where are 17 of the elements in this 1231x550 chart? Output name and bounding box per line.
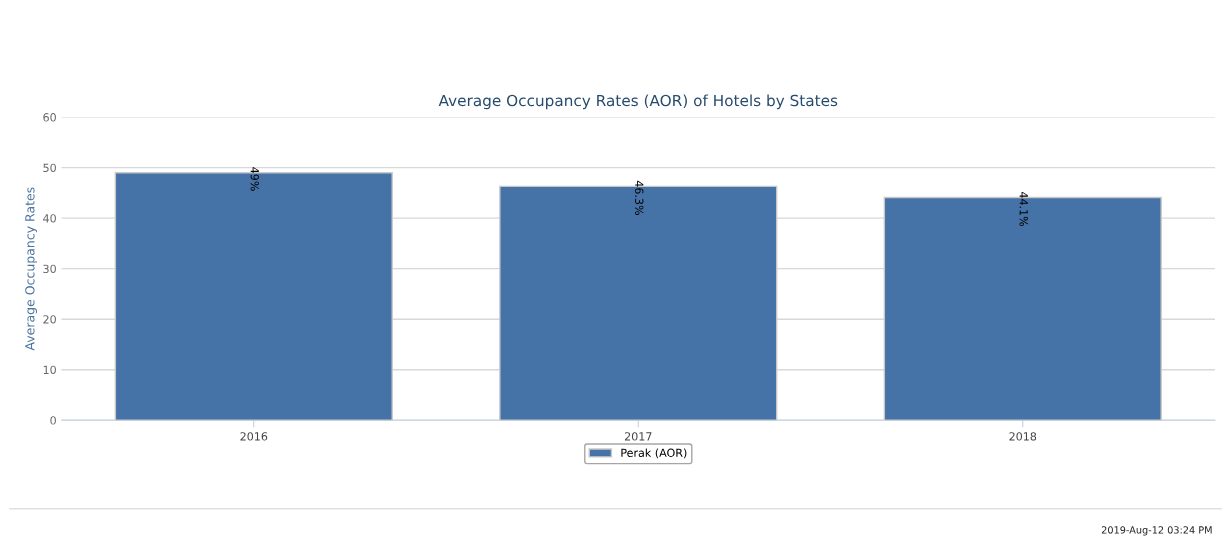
data-label: 44.1% xyxy=(1019,191,1028,227)
y-tick-label: 40 xyxy=(43,214,56,223)
y-axis-title: Average Occupancy Rates xyxy=(25,187,37,351)
y-tick-label: 10 xyxy=(43,365,56,375)
data-label: 49% xyxy=(250,167,259,191)
y-tick-label: 0 xyxy=(50,416,56,425)
y-tick-label: 20 xyxy=(43,315,56,324)
x-tick-label: 2018 xyxy=(1009,432,1037,441)
text: 2019-Aug-12 03:24 PM xyxy=(1101,526,1212,536)
y-tick-label: 60 xyxy=(43,113,56,122)
legend-label: Perak (AOR) xyxy=(621,448,687,459)
chart-title: Average Occupancy Rates (AOR) of Hotels by States xyxy=(438,94,838,110)
data-label: 46.3% xyxy=(635,180,644,215)
y-tick-label: 50 xyxy=(43,163,56,173)
x-tick-label: 2017 xyxy=(624,432,652,441)
y-tick-label: 30 xyxy=(43,264,56,274)
x-tick-label: 2016 xyxy=(240,432,268,441)
